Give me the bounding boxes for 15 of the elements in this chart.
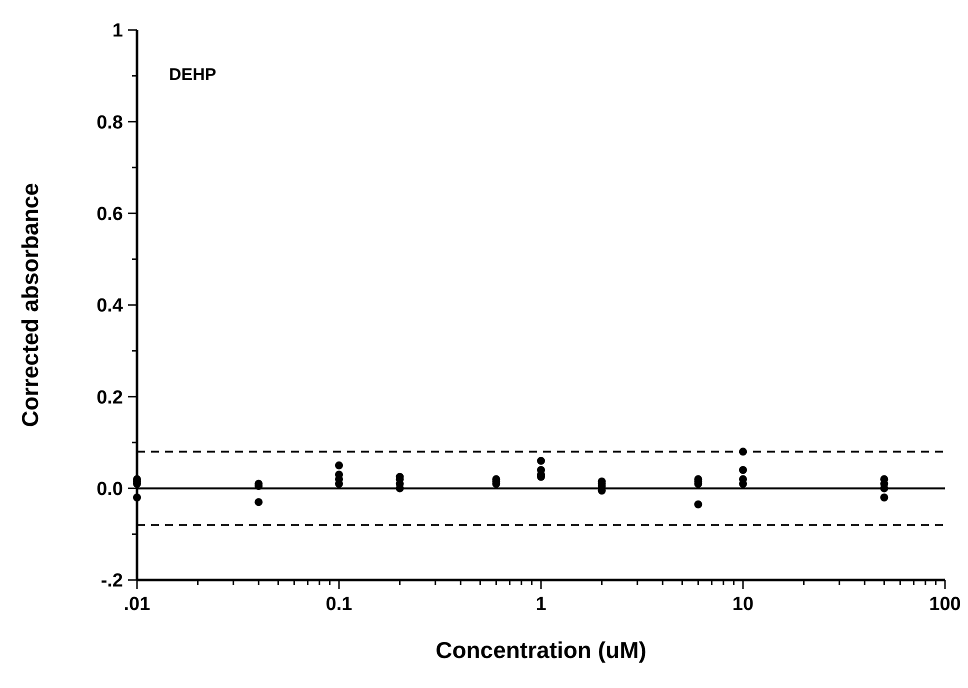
y-tick-label: -.2 xyxy=(100,570,123,592)
y-tick-label: 0.8 xyxy=(96,112,123,134)
y-axis-title: Corrected absorbance xyxy=(17,182,43,428)
annotation: DEHP xyxy=(169,65,216,84)
y-tick-label: 0.0 xyxy=(96,478,123,500)
y-tick-label: 0.6 xyxy=(96,204,123,225)
x-tick-label: 100 xyxy=(929,594,961,615)
y-tick-label: 0.2 xyxy=(96,387,123,408)
y-tick-label: 0.4 xyxy=(96,296,124,317)
x-tick-label: .01 xyxy=(124,594,151,615)
y-tick-label: 1 xyxy=(112,20,124,42)
x-axis-title: Concentration (uM) xyxy=(436,637,646,663)
x-tick-label: 1 xyxy=(536,594,547,615)
x-tick-label: 10 xyxy=(732,594,754,615)
x-tick-label: 0.1 xyxy=(326,594,353,615)
